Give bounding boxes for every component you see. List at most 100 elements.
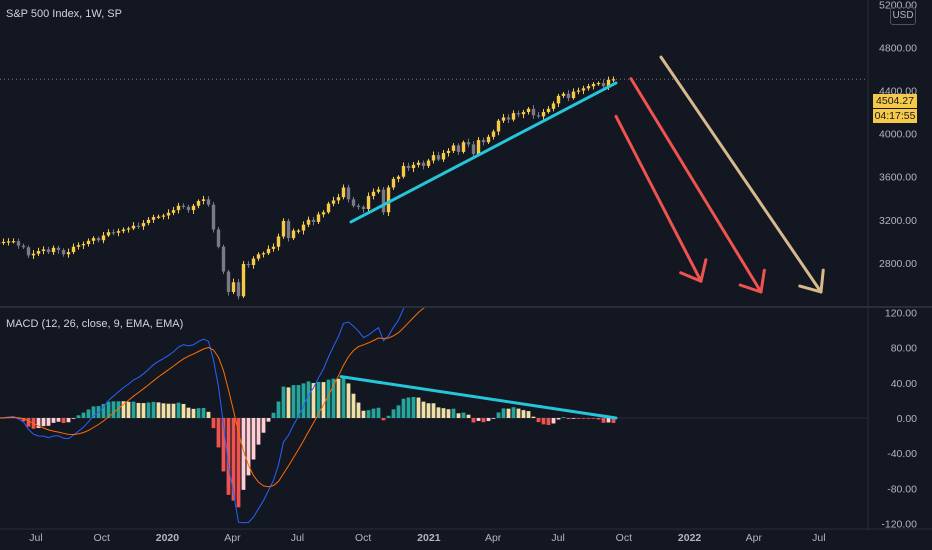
candle-body [586, 86, 591, 89]
macd-histogram-bar [591, 418, 596, 419]
candle-body [206, 199, 211, 205]
macd-histogram-bar [406, 397, 411, 418]
macd-tick-label: 0.00 [897, 413, 918, 425]
macd-histogram-bar [531, 416, 536, 418]
candle-body [81, 244, 86, 246]
candle-body [151, 217, 156, 220]
candle-body [276, 236, 281, 247]
macd-histogram-bar [466, 414, 471, 418]
macd-histogram-bar [261, 418, 266, 433]
macd-histogram-bar [71, 418, 76, 419]
candle-body [381, 189, 386, 213]
candle-body [531, 108, 536, 116]
candle-body [356, 205, 361, 207]
candle-body [291, 230, 296, 239]
candle-body [551, 103, 556, 109]
candle-body [286, 220, 291, 239]
time-tick-label: 2021 [417, 532, 441, 544]
macd-histogram-bar [66, 418, 71, 423]
candle-body [231, 282, 236, 292]
macd-histogram-bar [441, 408, 446, 418]
macd-histogram-bar [371, 408, 376, 418]
macd-histogram-bar [601, 418, 606, 423]
macd-tick-label: -120.00 [881, 519, 917, 531]
candle-body [306, 219, 311, 225]
candle-body [1, 241, 6, 244]
candle-body [166, 212, 171, 216]
forecast-arrow[interactable] [614, 114, 703, 283]
macd-histogram-bar [281, 386, 286, 418]
macd-histogram-bar [431, 403, 436, 418]
time-tick-label: Apr [224, 532, 241, 544]
macd-histogram-bar [551, 418, 556, 424]
currency-button[interactable]: USD [890, 7, 916, 25]
forecast-arrow-head[interactable] [738, 268, 766, 294]
macd-histogram-bar [326, 379, 331, 418]
macd-trendline[interactable] [339, 375, 618, 420]
candle-body [106, 232, 111, 236]
macd-histogram-bar [411, 397, 416, 418]
candle-body [111, 232, 116, 234]
candle-body [376, 189, 381, 192]
candle-body [261, 253, 266, 255]
candle-body [501, 117, 506, 121]
candle-body [201, 199, 206, 201]
candle-body [481, 140, 486, 143]
candle-body [596, 82, 601, 85]
price-tick-label: 3600.00 [879, 172, 917, 184]
price-tick-label: 4000.00 [879, 129, 917, 141]
candle-body [411, 164, 416, 169]
macd-histogram-bar [276, 401, 281, 418]
macd-histogram-bar [171, 403, 176, 418]
forecast-arrow-head[interactable] [679, 258, 708, 283]
candle-body [26, 247, 31, 256]
macd-histogram-bar [241, 418, 246, 490]
candle-body [61, 249, 66, 255]
candle-body [476, 140, 481, 155]
macd-histogram-bar [316, 381, 321, 418]
macd-histogram-bar [121, 401, 126, 418]
macd-histogram-bar [296, 385, 301, 418]
candle-body [526, 108, 531, 113]
macd-histogram-bar [481, 418, 486, 423]
macd-histogram-bar [606, 418, 611, 423]
macd-histogram-bar [456, 413, 461, 418]
candle-body [351, 199, 356, 206]
candle-body [561, 93, 566, 96]
macd-histogram-bar [576, 418, 581, 419]
candle-body [601, 82, 606, 87]
macd-histogram-bar [336, 378, 341, 418]
macd-histogram-bar [286, 387, 291, 418]
candle-body [416, 162, 421, 165]
macd-histogram-bar [51, 418, 56, 423]
candle-body [556, 95, 561, 104]
macd-histogram-bar [36, 418, 41, 429]
macd-histogram-bar [501, 408, 506, 418]
macd-histogram-bar [266, 418, 271, 422]
macd-histogram-bar [256, 418, 261, 445]
forecast-arrow[interactable] [659, 55, 823, 294]
price-tick-label: 4800.00 [879, 42, 917, 54]
candle-body [581, 88, 586, 91]
candle-body [216, 229, 221, 247]
forecast-arrow-head[interactable] [798, 268, 825, 294]
macd-histogram-bar [216, 418, 221, 448]
forecast-arrow[interactable] [629, 77, 763, 294]
macd-group [0, 308, 868, 524]
candle-body [521, 112, 526, 115]
macd-histogram-bar [486, 418, 491, 422]
candle-body [211, 204, 216, 230]
macd-histogram-bar [106, 401, 111, 418]
candle-body [311, 219, 316, 222]
candle-body [116, 231, 121, 233]
candle-body [31, 253, 36, 256]
candle-body [161, 215, 166, 217]
macd-histogram-bar [566, 418, 571, 420]
macd-histogram-bar [186, 407, 191, 418]
candle-body [321, 212, 326, 215]
macd-histogram-bar [396, 405, 401, 418]
price-trendline[interactable] [349, 81, 618, 224]
candle-body [121, 229, 126, 232]
